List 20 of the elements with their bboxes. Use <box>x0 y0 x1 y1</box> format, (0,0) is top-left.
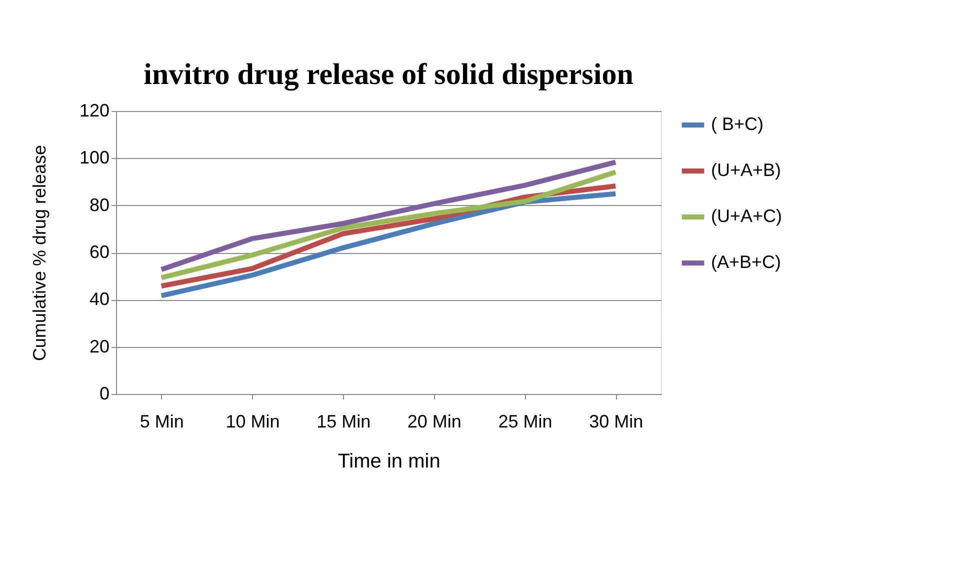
y-tick-label: 80 <box>89 194 110 215</box>
x-axis-title: Time in min <box>338 450 440 472</box>
y-tick-label: 120 <box>79 100 110 120</box>
legend-label: (U+A+B) <box>711 160 782 180</box>
legend-label: (A+B+C) <box>711 252 782 272</box>
y-tick-label: 60 <box>89 242 110 262</box>
y-tick-label: 0 <box>99 384 110 404</box>
x-tick-label: 15 Min <box>316 412 371 432</box>
x-tick-label: 25 Min <box>498 412 552 432</box>
y-tick-label: 40 <box>89 289 110 310</box>
legend-label: ( B+C) <box>711 114 764 134</box>
y-tick-label: 100 <box>79 148 110 168</box>
x-tick-label: 20 Min <box>407 412 462 432</box>
legend-label: (U+A+C) <box>711 206 782 226</box>
x-tick-label: 5 Min <box>140 412 184 432</box>
x-tick-label: 10 Min <box>226 412 280 432</box>
chart-title: invitro drug release of solid dispersion <box>144 58 634 91</box>
y-axis-title: Cumulative % drug release <box>29 144 50 362</box>
x-tick-label: 30 Min <box>589 412 644 432</box>
y-tick-label: 20 <box>89 336 110 356</box>
